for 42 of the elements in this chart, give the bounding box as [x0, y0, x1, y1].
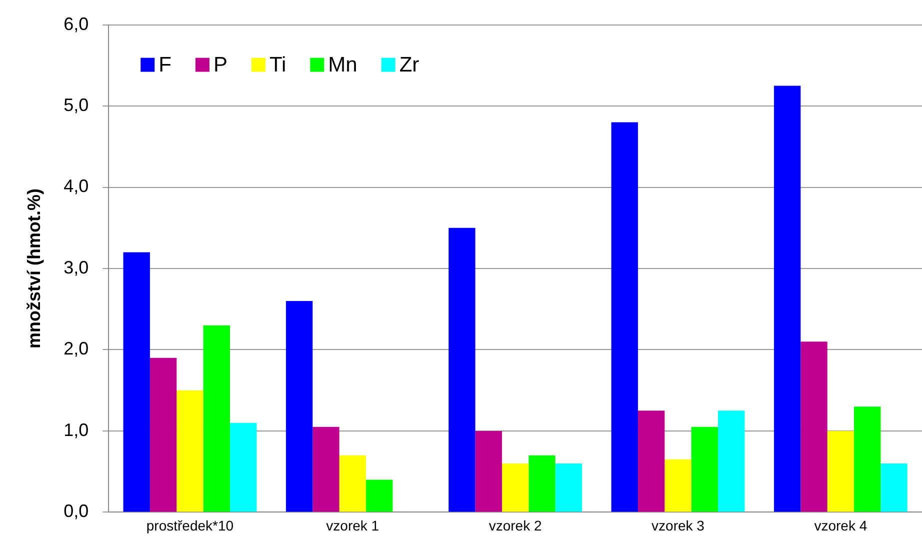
bar: [555, 463, 582, 512]
bar: [691, 426, 718, 512]
x-tick-label: vzorek 3: [652, 517, 705, 534]
bar: [312, 426, 340, 512]
y-tick-label: 1,0: [64, 420, 89, 440]
x-tick-label: vzorek 4: [814, 517, 868, 534]
bar: [880, 463, 908, 512]
bar: [203, 325, 230, 512]
bar: [827, 430, 854, 512]
y-tick-label: 6,0: [64, 14, 89, 34]
bar: [475, 430, 502, 512]
x-tick-label: vzorek 2: [488, 517, 542, 534]
bar: [800, 342, 828, 512]
bar: [611, 122, 638, 512]
bar: [528, 455, 556, 512]
y-tick-label: 0,0: [64, 501, 89, 522]
bar: [230, 422, 257, 512]
bar: [286, 300, 313, 512]
bar: [664, 459, 692, 512]
bar: [854, 406, 881, 512]
legend-label: F: [158, 54, 172, 77]
legend-label: Mn: [328, 54, 358, 77]
bar: [502, 463, 529, 512]
bar: [718, 410, 745, 512]
x-tick-label: vzorek 1: [326, 517, 380, 534]
y-tick-label: 4,0: [64, 176, 89, 196]
legend-label: Zr: [399, 54, 420, 77]
bar: [150, 358, 177, 512]
x-tick-label: prostředek*10: [146, 517, 234, 534]
bar: [774, 86, 801, 512]
bar: [366, 480, 393, 512]
legend-label: Ti: [269, 54, 286, 77]
y-tick-label: 3,0: [64, 257, 89, 278]
legend-label: P: [213, 54, 228, 77]
y-axis-title: množství (hmot.%): [24, 188, 44, 348]
bar: [448, 228, 476, 512]
bar: [339, 455, 366, 512]
y-tick-label: 2,0: [64, 338, 89, 359]
bar: [176, 390, 204, 512]
y-tick-label: 5,0: [64, 95, 89, 115]
bar: [123, 252, 150, 512]
bar: [638, 410, 665, 512]
